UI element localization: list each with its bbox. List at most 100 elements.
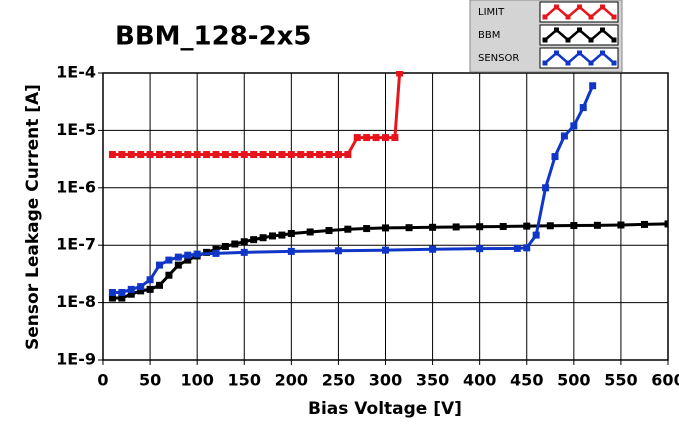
data-point xyxy=(146,151,154,159)
legend-marker xyxy=(611,37,617,43)
data-point xyxy=(174,151,182,159)
legend-marker xyxy=(611,14,617,20)
data-point xyxy=(127,285,135,293)
data-point xyxy=(146,285,154,293)
data-point xyxy=(146,276,154,284)
legend-marker xyxy=(600,27,605,33)
legend-marker xyxy=(600,4,605,10)
legend-marker xyxy=(588,37,594,43)
data-point xyxy=(137,151,145,159)
data-point xyxy=(396,71,404,77)
data-point xyxy=(523,222,531,230)
data-point xyxy=(184,256,192,264)
y-axis-label: Sensor Leakage Current [A] xyxy=(23,84,43,350)
x-tick-label: 400 xyxy=(463,371,496,390)
data-point xyxy=(405,224,413,232)
legend-swatch-box xyxy=(539,47,619,69)
data-point xyxy=(127,151,135,159)
legend-marker xyxy=(565,14,571,20)
data-point xyxy=(499,222,507,230)
data-point xyxy=(137,287,145,295)
data-point xyxy=(344,151,352,159)
data-point xyxy=(259,234,267,242)
data-point xyxy=(391,134,399,142)
legend-marker xyxy=(588,60,594,66)
legend-marker xyxy=(542,14,548,20)
x-tick-label: 50 xyxy=(139,371,161,390)
data-point xyxy=(269,151,276,159)
data-point xyxy=(476,245,484,253)
data-point xyxy=(353,134,361,142)
legend-marker xyxy=(588,14,594,20)
x-tick-label: 250 xyxy=(322,371,355,390)
legend-marker xyxy=(600,50,605,56)
data-point xyxy=(221,242,229,250)
data-point xyxy=(193,250,201,258)
legend-marker xyxy=(577,27,582,33)
data-point xyxy=(231,240,239,248)
x-tick-label: 200 xyxy=(275,371,308,390)
data-point xyxy=(269,232,276,240)
legend-label: LIMIT xyxy=(478,7,505,18)
data-point xyxy=(640,220,648,228)
data-point xyxy=(221,151,229,159)
legend-marker xyxy=(554,27,559,33)
data-point xyxy=(589,82,597,90)
data-point xyxy=(344,225,352,233)
data-point xyxy=(476,223,484,231)
data-point xyxy=(334,151,342,159)
data-point xyxy=(306,228,314,236)
data-point xyxy=(429,245,437,253)
data-point xyxy=(363,225,371,233)
legend-marker xyxy=(565,37,571,43)
data-point xyxy=(278,151,286,159)
data-point xyxy=(287,151,295,159)
data-point xyxy=(372,134,380,142)
data-point xyxy=(306,151,314,159)
data-point xyxy=(240,248,248,256)
data-point xyxy=(570,222,578,230)
y-tick-label: 1E-9 xyxy=(56,350,96,369)
data-point xyxy=(560,132,568,140)
data-point xyxy=(334,247,342,255)
data-point xyxy=(259,151,267,159)
x-tick-label: 0 xyxy=(97,371,108,390)
data-point xyxy=(382,246,389,254)
data-point xyxy=(184,151,192,159)
legend-marker xyxy=(577,4,582,10)
data-point xyxy=(174,253,182,261)
data-point xyxy=(617,221,625,229)
data-point xyxy=(108,294,116,302)
data-point xyxy=(165,271,173,279)
data-point xyxy=(287,229,295,237)
x-tick-label: 550 xyxy=(604,371,637,390)
data-point xyxy=(363,134,371,142)
data-point xyxy=(287,247,295,255)
legend-marker xyxy=(554,50,559,56)
data-point xyxy=(156,281,163,289)
data-point xyxy=(108,151,116,159)
y-tick-label: 1E-7 xyxy=(56,235,96,254)
series xyxy=(108,71,404,159)
legend-swatch-box xyxy=(539,1,619,23)
x-axis-label: Bias Voltage [V] xyxy=(308,399,462,419)
data-point xyxy=(118,288,126,296)
x-tick-label: 300 xyxy=(369,371,402,390)
data-point xyxy=(156,261,163,269)
data-point xyxy=(546,222,554,230)
data-point xyxy=(165,151,173,159)
data-point xyxy=(429,223,437,231)
legend-label: BBM xyxy=(478,30,500,41)
data-point xyxy=(452,223,460,231)
data-point xyxy=(240,238,248,246)
x-tick-label: 500 xyxy=(557,371,590,390)
y-tick-label: 1E-8 xyxy=(56,292,96,311)
data-point xyxy=(165,256,173,264)
data-point xyxy=(203,151,211,159)
data-point xyxy=(212,245,220,253)
data-point xyxy=(250,151,258,159)
data-point xyxy=(325,151,333,159)
legend-marker xyxy=(565,60,571,66)
